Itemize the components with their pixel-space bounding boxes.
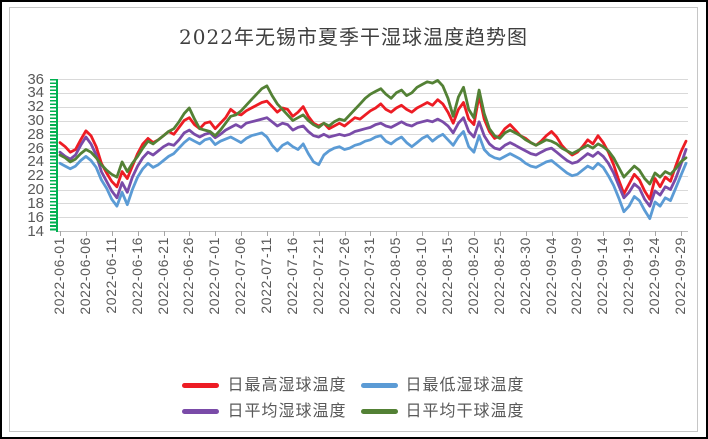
x-axis-tick — [499, 231, 501, 236]
x-axis-tick-label: 2022-06-21 — [154, 237, 171, 315]
chart-area: 2022年无锡市夏季干湿球温度趋势图 14 16 18 20 22 24 26 28 30 32 3… — [9, 7, 698, 432]
x-axis-tick — [266, 231, 268, 236]
x-axis-tick — [473, 231, 475, 236]
series-line-avg-wet-bulb — [58, 116, 688, 208]
x-axis-tick-label: 2022-09-04 — [542, 237, 559, 315]
x-axis-tick-label: 2022-06-16 — [128, 237, 145, 315]
legend: 日最高湿球温度 日最低湿球温度日平均湿球温度 日平均干球温度 — [10, 374, 697, 422]
y-axis-tick-label: 24 — [27, 153, 44, 171]
x-axis-tick — [137, 231, 139, 236]
x-axis-tick — [215, 231, 217, 236]
x-axis-tick — [629, 231, 631, 236]
gridline — [58, 189, 688, 191]
x-axis-tick — [422, 231, 424, 236]
legend-label-max-wet-bulb: 日最高湿球温度 — [227, 375, 347, 394]
gridline — [58, 106, 688, 108]
series-line-avg-dry-bulb — [58, 78, 688, 186]
gridline — [58, 217, 688, 219]
x-axis-tick-label: 2022-08-05 — [387, 237, 404, 315]
x-axis-tick — [60, 231, 61, 236]
legend-row: 日平均湿球温度 日平均干球温度 — [182, 400, 524, 422]
y-axis-tick-label: 26 — [27, 139, 44, 157]
x-axis-tick — [241, 231, 243, 236]
legend-item-min-wet-bulb: 日最低湿球温度 — [360, 374, 525, 396]
y-axis-tick-label: 32 — [27, 98, 44, 116]
chart-title: 2022年无锡市夏季干湿球温度趋势图 — [179, 25, 528, 49]
x-axis-tick — [603, 231, 605, 236]
x-axis-tick — [318, 231, 320, 236]
x-axis-tick-label: 2022-08-20 — [464, 237, 481, 315]
gridline — [58, 134, 688, 136]
gridline — [58, 79, 688, 80]
legend-item-avg-wet-bulb: 日平均湿球温度 — [182, 400, 346, 422]
data-series — [58, 78, 688, 221]
legend-swatch-avg-dry-bulb — [360, 408, 398, 414]
gridline — [58, 231, 688, 232]
x-axis-tick — [189, 231, 191, 236]
x-axis-tick-label: 2022-08-10 — [413, 237, 430, 315]
x-axis-tick — [163, 231, 165, 236]
y-axis-tick-label: 34 — [27, 84, 44, 102]
y-axis-tick-label: 18 — [27, 194, 44, 212]
x-axis-tick — [525, 231, 527, 236]
plot-area — [50, 78, 688, 232]
x-axis-tick-label: 2022-09-24 — [646, 237, 662, 315]
y-axis-tick-label: 28 — [27, 125, 44, 143]
x-axis-tick — [396, 231, 398, 236]
gridline — [58, 148, 688, 150]
y-axis-tick-label: 16 — [27, 208, 44, 226]
y-axis-tick-label: 30 — [27, 112, 44, 129]
x-axis-tick — [111, 231, 113, 236]
x-axis-tick — [370, 231, 372, 236]
x-axis-tick — [577, 231, 579, 236]
x-axis-tick-label: 2022-07-26 — [335, 237, 352, 315]
gridline — [58, 120, 688, 122]
legend-swatch-min-wet-bulb — [360, 382, 398, 388]
x-axis-tick-label: 2022-06-01 — [51, 237, 67, 315]
x-axis-tick-label: 2022-06-06 — [76, 237, 93, 315]
series-line-min-wet-bulb — [58, 130, 688, 221]
y-axis-tick-label: 14 — [27, 222, 44, 240]
x-axis-tick — [292, 231, 294, 236]
gridline — [58, 161, 688, 163]
legend-swatch-max-wet-bulb — [182, 382, 220, 388]
legend-swatch-avg-wet-bulb — [182, 408, 220, 414]
x-axis-tick — [85, 231, 87, 236]
x-axis-tick-label: 2022-09-29 — [671, 237, 688, 315]
x-axis-tick-label: 2022-08-30 — [516, 237, 533, 315]
x-axis-tick-label: 2022-08-15 — [439, 237, 455, 315]
legend-item-max-wet-bulb: 日最高湿球温度 — [182, 374, 346, 396]
x-axis-tick — [448, 231, 449, 236]
x-axis-tick — [344, 231, 346, 236]
x-axis-tick-label: 2022-07-16 — [283, 237, 300, 315]
x-axis-tick-label: 2022-07-11 — [257, 237, 274, 314]
legend-label-min-wet-bulb: 日最低湿球温度 — [405, 375, 525, 394]
gridline — [58, 203, 688, 205]
legend-label-avg-dry-bulb: 日平均干球温度 — [405, 401, 525, 420]
x-axis-tick-label: 2022-07-06 — [232, 237, 249, 315]
x-axis-tick-label: 2022-09-19 — [620, 237, 637, 315]
y-axis-tick-label: 36 — [27, 70, 44, 88]
x-axis-tick — [680, 231, 682, 236]
x-axis-tick — [655, 231, 656, 236]
x-axis-tick-label: 2022-09-09 — [568, 237, 585, 315]
x-axis-tick-label: 2022-06-26 — [180, 237, 197, 315]
y-axis-tick-label: 22 — [27, 167, 44, 185]
y-axis — [50, 79, 58, 232]
gridline — [58, 175, 688, 177]
legend-label-avg-wet-bulb: 日平均湿球温度 — [227, 401, 347, 420]
legend-item-avg-dry-bulb: 日平均干球温度 — [360, 400, 525, 422]
x-axis-tick — [551, 231, 553, 236]
y-axis-tick-label: 20 — [27, 181, 44, 198]
x-axis-tick-label: 2022-07-01 — [206, 237, 223, 315]
x-axis-tick-label: 2022-07-21 — [309, 237, 326, 315]
x-axis-tick-label: 2022-07-31 — [361, 237, 378, 315]
x-axis-tick-label: 2022-06-11 — [102, 237, 119, 314]
x-axis-tick-label: 2022-09-14 — [594, 237, 611, 315]
legend-row: 日最高湿球温度 日最低湿球温度 — [182, 374, 524, 396]
x-axis-tick-label: 2022-08-25 — [490, 237, 507, 315]
